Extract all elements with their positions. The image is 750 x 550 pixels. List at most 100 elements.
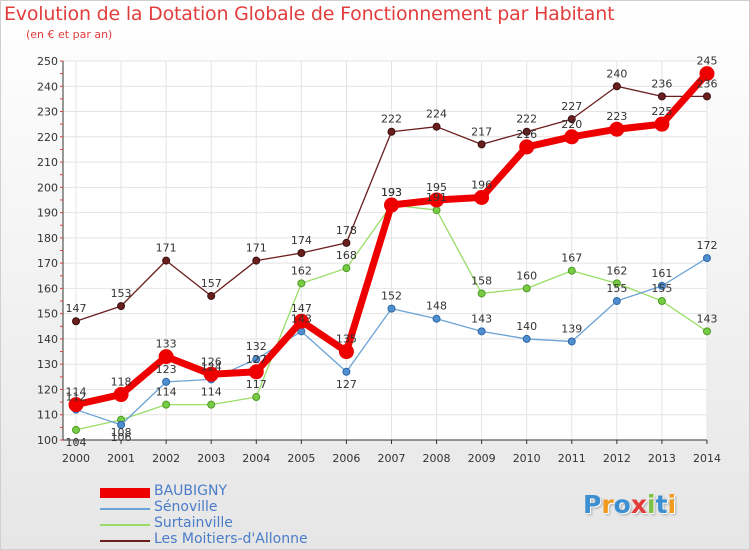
- data-point: [477, 327, 486, 336]
- data-point: [338, 344, 354, 360]
- data-label: 147: [66, 302, 87, 315]
- data-label: 112: [66, 391, 87, 404]
- data-label: 172: [696, 239, 717, 252]
- data-point: [432, 206, 441, 215]
- data-label: 161: [651, 267, 672, 280]
- proxiti-logo: Proxiti: [583, 490, 676, 519]
- y-tick-label: 200: [37, 181, 58, 194]
- data-point: [702, 92, 711, 101]
- data-point: [657, 92, 666, 101]
- data-label: 223: [606, 110, 627, 123]
- legend-label: Les Moitiers-d'Allonne: [154, 531, 308, 547]
- data-label: 227: [561, 100, 582, 113]
- y-tick-label: 220: [37, 131, 58, 144]
- logo-letter: P: [583, 490, 602, 519]
- data-label: 147: [291, 302, 312, 315]
- data-label: 167: [561, 252, 582, 265]
- data-point: [702, 254, 711, 263]
- x-tick-label: 2005: [287, 452, 315, 465]
- data-point: [429, 192, 445, 208]
- y-tick-label: 210: [37, 156, 58, 169]
- data-point: [702, 327, 711, 336]
- data-point: [567, 115, 576, 124]
- data-label: 114: [156, 386, 177, 399]
- data-label: 216: [516, 128, 537, 141]
- data-point: [113, 387, 129, 403]
- data-label: 220: [561, 118, 582, 131]
- y-tick-label: 130: [37, 358, 58, 371]
- data-label: 133: [156, 338, 177, 351]
- data-label: 132: [246, 340, 267, 353]
- data-label: 135: [336, 333, 357, 346]
- data-label: 106: [111, 431, 132, 444]
- data-point: [567, 337, 576, 346]
- data-label: 152: [381, 290, 402, 303]
- y-tick-label: 160: [37, 282, 58, 295]
- data-label: 157: [201, 277, 222, 290]
- data-point: [612, 297, 621, 306]
- data-point: [117, 420, 126, 429]
- data-point: [158, 349, 174, 365]
- data-point: [387, 127, 396, 136]
- legend-swatch: [100, 508, 150, 510]
- data-label: 140: [516, 320, 537, 333]
- legend-swatch: [100, 540, 150, 542]
- legend-label: Sénoville: [154, 499, 218, 515]
- x-tick-label: 2014: [693, 452, 721, 465]
- data-point: [203, 366, 219, 382]
- data-point: [699, 66, 715, 82]
- x-tick-label: 2010: [513, 452, 541, 465]
- data-point: [342, 264, 351, 273]
- data-point: [477, 140, 486, 149]
- data-label: 168: [336, 249, 357, 262]
- data-label: 117: [246, 378, 267, 391]
- logo-letter: i: [647, 490, 656, 519]
- data-label: 148: [426, 300, 447, 313]
- data-label: 196: [471, 178, 492, 191]
- y-tick-label: 120: [37, 383, 58, 396]
- data-label: 162: [606, 264, 627, 277]
- data-label: 240: [606, 67, 627, 80]
- data-label: 236: [651, 77, 672, 90]
- y-tick-label: 100: [37, 434, 58, 447]
- data-point: [564, 129, 580, 145]
- y-tick-label: 240: [37, 80, 58, 93]
- legend-swatch: [100, 488, 150, 498]
- data-point: [207, 291, 216, 300]
- data-label: 174: [291, 234, 312, 247]
- data-label: 193: [381, 186, 402, 199]
- data-point: [162, 377, 171, 386]
- x-tick-label: 2009: [468, 452, 496, 465]
- logo-letter: t: [655, 490, 668, 519]
- data-label: 160: [516, 269, 537, 282]
- logo-letter: r: [601, 490, 614, 519]
- x-tick-label: 2008: [423, 452, 451, 465]
- data-point: [522, 127, 531, 136]
- data-point: [383, 197, 399, 213]
- logo-letter: o: [613, 490, 631, 519]
- data-label: 222: [381, 113, 402, 126]
- data-point: [474, 189, 490, 205]
- data-point: [252, 393, 261, 402]
- data-label: 224: [426, 108, 447, 121]
- data-point: [162, 256, 171, 265]
- data-label: 143: [291, 312, 312, 325]
- y-tick-label: 250: [37, 55, 58, 68]
- data-label: 225: [651, 105, 672, 118]
- data-point: [207, 400, 216, 409]
- x-tick-label: 2002: [152, 452, 180, 465]
- legend-label: BAUBIGNY: [154, 483, 228, 499]
- data-point: [609, 121, 625, 137]
- data-point: [72, 317, 80, 326]
- chart-title: Evolution de la Dotation Globale de Fonc…: [4, 3, 615, 25]
- x-tick-label: 2000: [62, 452, 90, 465]
- x-tick-label: 2006: [332, 452, 360, 465]
- data-point: [162, 400, 171, 409]
- data-point: [342, 238, 351, 247]
- y-tick-label: 170: [37, 257, 58, 270]
- data-label: 114: [66, 386, 87, 399]
- x-tick-label: 2012: [603, 452, 631, 465]
- data-label: 222: [516, 113, 537, 126]
- y-tick-label: 180: [37, 232, 58, 245]
